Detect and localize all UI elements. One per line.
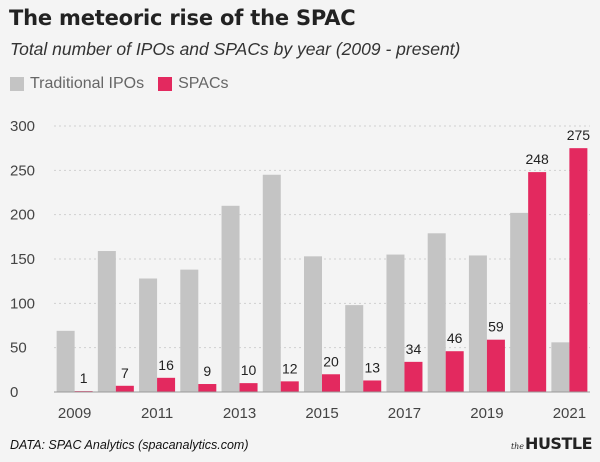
bar-ipo-2016	[345, 305, 364, 392]
chart-title: The meteoric rise of the SPAC	[9, 6, 356, 30]
data-label-spac-2014: 12	[282, 360, 298, 376]
x-tick-label: 2017	[388, 405, 421, 422]
legend-item-ipos: Traditional IPOs	[10, 75, 144, 93]
data-label-spac-2019: 59	[488, 319, 504, 335]
legend-item-spacs: SPACs	[158, 75, 229, 93]
bar-spac-2013	[239, 383, 258, 392]
bar-ipo-2011	[139, 278, 158, 392]
data-label-spac-2015: 20	[323, 353, 339, 369]
bar-spac-2014	[280, 381, 299, 392]
data-label-spac-2020: 248	[525, 151, 549, 167]
bar-spac-2011	[157, 377, 176, 392]
legend-swatch-ipos	[10, 77, 24, 91]
legend: Traditional IPOs SPACs	[10, 75, 243, 93]
data-label-spac-2018: 46	[447, 330, 463, 346]
legend-label-spacs: SPACs	[178, 75, 229, 92]
chart-subtitle: Total number of IPOs and SPACs by year (…	[10, 39, 461, 59]
bar-spac-2012	[198, 384, 217, 392]
x-tick-label: 2011	[141, 405, 173, 422]
bar-spac-2018	[445, 351, 464, 392]
x-tick-label: 2019	[470, 405, 503, 422]
bar-spac-2010	[115, 385, 134, 392]
data-label-spac-2012: 9	[203, 363, 211, 379]
legend-swatch-spacs	[158, 77, 173, 91]
bar-spac-2020	[528, 172, 547, 392]
y-tick-label: 200	[10, 207, 35, 224]
x-tick-label: 2013	[223, 405, 256, 422]
x-tick-label: 2021	[553, 405, 586, 422]
legend-label-ipos: Traditional IPOs	[30, 75, 145, 92]
bar-ipo-2015	[304, 256, 322, 392]
bar-spac-2015	[322, 374, 340, 392]
bar-ipo-2013	[221, 205, 240, 392]
brand-logo: the HUSTLE	[510, 434, 593, 453]
y-tick-label: 300	[10, 118, 35, 135]
bar-spac-2017	[404, 361, 423, 392]
bar-spac-2019	[486, 339, 505, 392]
y-tick-label: 0	[10, 384, 18, 401]
bar-ipo-2009	[56, 330, 75, 392]
bar-ipo-2019	[468, 255, 487, 392]
x-tick-label: 2015	[305, 405, 338, 422]
data-source: DATA: SPAC Analytics (spacanalytics.com)	[10, 438, 249, 452]
y-tick-label: 250	[10, 162, 35, 179]
data-label-spac-2017: 34	[406, 341, 422, 357]
bar-ipo-2012	[180, 269, 199, 392]
bar-ipo-2010	[97, 251, 116, 392]
data-label-spac-2010: 7	[121, 365, 129, 381]
brand-prefix: the	[510, 442, 525, 451]
bar-ipo-2020	[510, 212, 529, 392]
bar-ipo-2014	[262, 174, 281, 392]
bar-spac-2021	[569, 148, 588, 392]
x-tick-label: 2009	[58, 405, 91, 422]
brand-name: HUSTLE	[525, 434, 592, 453]
bar-ipo-2018	[427, 233, 446, 392]
y-tick-label: 150	[10, 251, 35, 268]
bar-ipo-2017	[386, 254, 405, 392]
data-label-spac-2016: 13	[364, 359, 380, 375]
data-label-spac-2009: 1	[80, 370, 88, 386]
data-label-spac-2021: 275	[567, 127, 591, 143]
y-tick-label: 50	[10, 340, 27, 357]
y-tick-label: 100	[10, 295, 35, 312]
data-label-spac-2011: 16	[158, 357, 174, 373]
bar-ipo-2021	[551, 342, 570, 392]
bar-spac-2016	[363, 380, 382, 392]
data-label-spac-2013: 10	[241, 362, 257, 378]
